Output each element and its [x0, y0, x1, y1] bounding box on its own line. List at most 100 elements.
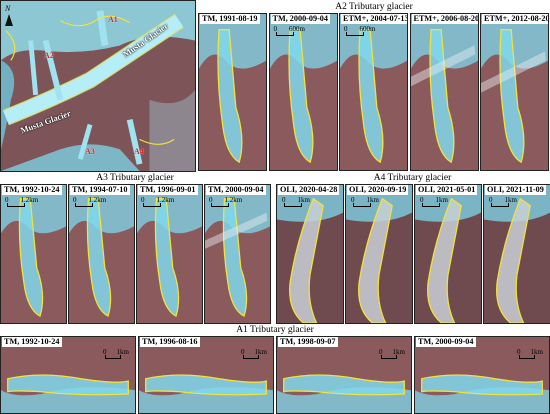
satellite-image	[269, 14, 337, 170]
overview-image	[1, 1, 195, 171]
scale-bar-line	[7, 203, 25, 207]
panel-label: OLI, 2021-05-01	[416, 185, 478, 195]
scale-zero: 0	[141, 196, 145, 204]
section-title-a4: A4 Tributary glacier	[373, 173, 452, 183]
scale-value: 1km	[297, 196, 310, 204]
panel-label: TM, 1992-10-24	[2, 337, 62, 347]
satellite-image	[410, 14, 478, 170]
scale-zero: 0	[351, 196, 355, 204]
scale-bar: 0 1km	[420, 196, 448, 207]
satellite-image	[205, 185, 270, 323]
scale-zero: 0	[5, 196, 9, 204]
a1-panel: TM, 1998-09-07 0 1km	[276, 336, 412, 414]
satellite-image	[277, 337, 411, 413]
satellite-image	[484, 185, 550, 323]
panel-label: TM, 1996-08-16	[140, 337, 200, 347]
scale-value: 1.2km	[224, 196, 243, 204]
scale-value: 1km	[392, 348, 405, 356]
scale-bar-line	[346, 32, 364, 36]
scale-bar: 0 1km	[379, 348, 405, 359]
panel-label: OLI, 2020-09-19	[347, 185, 409, 195]
satellite-image	[1, 185, 66, 323]
tag-a1: A1	[108, 15, 118, 24]
scale-bar-line	[75, 203, 93, 207]
scale-bar: 0 600m	[344, 25, 376, 36]
scale-value: 1.2km	[20, 196, 39, 204]
panel-label: ETM+, 2004-07-13	[341, 14, 407, 24]
a3-panel: TM, 2000-09-04 0 1.2km	[204, 184, 271, 324]
scale-bar-line	[284, 203, 302, 207]
scale-bar-line	[491, 203, 509, 207]
scale-value: 1km	[254, 348, 267, 356]
panel-label: TM, 1996-09-01	[138, 185, 198, 195]
a2-panel: ETM+, 2012-08-20	[480, 13, 549, 171]
scale-value: 600m	[359, 25, 376, 33]
scale-bar-line	[275, 32, 294, 36]
scale-bar-line	[353, 203, 371, 207]
panel-label: TM, 1992-10-24	[2, 185, 62, 195]
scale-zero: 0	[209, 196, 213, 204]
panel-label: TM, 1998-09-07	[278, 337, 338, 347]
a2-panel: TM, 1991-08-19	[198, 13, 267, 171]
scale-bar: 0 1.2km	[5, 196, 39, 207]
satellite-image	[137, 185, 202, 323]
north-label: N	[5, 4, 11, 13]
panel-label: TM, 2000-09-04	[416, 337, 476, 347]
scale-zero: 0	[103, 348, 107, 356]
a4-panel: OLI, 2021-05-01 0 1km	[414, 184, 482, 324]
scale-zero: 0	[273, 25, 278, 33]
scale-zero: 0	[420, 196, 424, 204]
satellite-image	[340, 14, 407, 170]
scale-bar: 0 600m	[273, 25, 305, 36]
scale-bar-line	[143, 203, 161, 207]
section-title-a1: A1 Tributary glacier	[236, 325, 314, 335]
satellite-image	[481, 14, 548, 170]
scale-bar-line	[519, 355, 536, 359]
panel-label: TM, 1991-08-19	[200, 14, 260, 24]
panel-label: TM, 2000-09-04	[206, 185, 266, 195]
scale-bar: 0 1.2km	[209, 196, 243, 207]
scale-value: 1km	[435, 196, 448, 204]
scale-bar-line	[105, 355, 122, 359]
panel-label: ETM+, 2006-08-20	[411, 14, 478, 24]
a1-panel: TM, 2000-09-04 0 1km	[414, 336, 550, 414]
scale-bar: 0 1km	[351, 196, 379, 207]
scale-value: 1km	[530, 348, 543, 356]
scale-zero: 0	[73, 196, 77, 204]
scale-value: 1km	[116, 348, 129, 356]
satellite-image	[69, 185, 134, 323]
section-title-a3: A3 Tributary glacier	[96, 173, 174, 183]
a2-panel: TM, 2000-09-04 0 600m	[268, 13, 338, 171]
satellite-image	[199, 14, 266, 170]
a4-panel: OLI, 2020-09-19 0 1km	[345, 184, 413, 324]
panel-label: TM, 1994-07-10	[70, 185, 130, 195]
a3-panel: TM, 1994-07-10 0 1.2km	[68, 184, 135, 324]
scale-value: 1.2km	[88, 196, 107, 204]
scale-bar: 0 1km	[282, 196, 310, 207]
tag-a3: A3	[85, 147, 95, 156]
a3-panel: TM, 1996-09-01 0 1.2km	[136, 184, 203, 324]
panel-label: OLI, 2021-11-09	[485, 185, 546, 195]
satellite-image	[415, 185, 481, 323]
scale-value: 1.2km	[156, 196, 175, 204]
scale-value: 1km	[504, 196, 517, 204]
scale-zero: 0	[282, 196, 286, 204]
scale-value: 1km	[366, 196, 379, 204]
panel-label: OLI, 2020-04-28	[278, 185, 340, 195]
section-title-a2: A2 Tributary glacier	[335, 2, 413, 12]
tag-a4: A4	[134, 147, 144, 156]
north-arrow: N	[5, 4, 13, 26]
scale-bar: 0 1km	[241, 348, 267, 359]
scale-bar: 0 1km	[517, 348, 543, 359]
satellite-image	[1, 337, 135, 413]
satellite-image	[139, 337, 273, 413]
scale-zero: 0	[517, 348, 521, 356]
scale-zero: 0	[344, 25, 348, 33]
overview-map: N A1 A2 A3 A4 Musta Glacier Musta Glacie…	[0, 0, 196, 172]
a4-panel: OLI, 2021-11-09 0 1km	[483, 184, 550, 324]
scale-zero: 0	[241, 348, 245, 356]
scale-bar: 0 1km	[103, 348, 129, 359]
a2-panel: ETM+, 2004-07-13 0 600m	[339, 13, 408, 171]
scale-bar-line	[211, 203, 229, 207]
